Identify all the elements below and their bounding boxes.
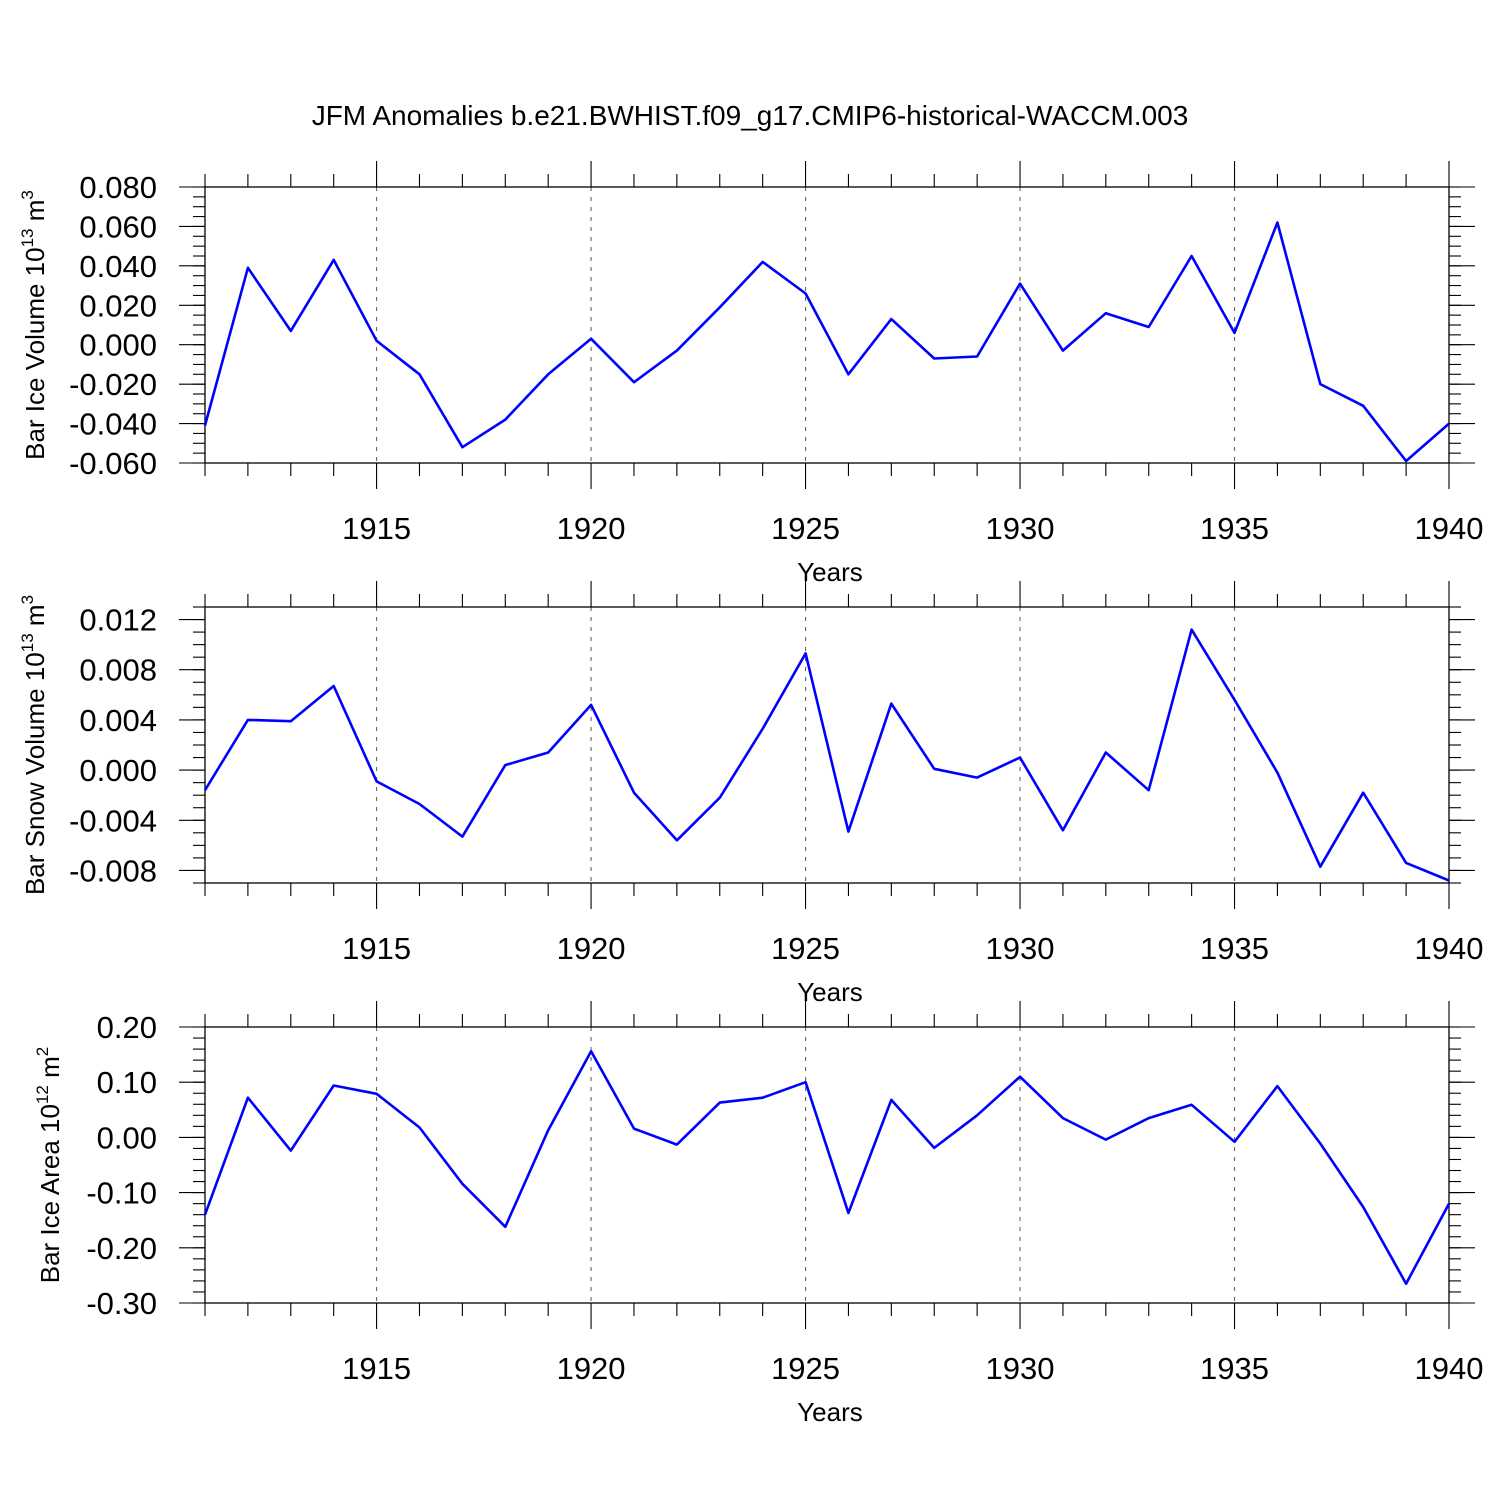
x-tick-label: 1915 <box>342 511 411 546</box>
y-tick-label: 0.012 <box>79 603 157 638</box>
y-tick-label: 0.004 <box>79 703 157 738</box>
panel-ice-volume: 1915 1920 1925 1930 1935 1940 Years 0.080 0.060 0… <box>18 161 1483 587</box>
x-tick-label: 1915 <box>342 931 411 966</box>
x-tick-label: 1920 <box>557 511 626 546</box>
y-tick-label: -0.004 <box>69 803 157 838</box>
y-tick-label: 0.040 <box>79 249 157 284</box>
y-axis-label: Bar Ice Area 1012 m2 <box>33 1047 65 1284</box>
x-tick-label: 1935 <box>1200 511 1269 546</box>
x-tick-label: 1925 <box>771 511 840 546</box>
plot-frame <box>204 186 1450 464</box>
y-tick-label: -0.20 <box>86 1231 157 1266</box>
y-tick-label: -0.060 <box>69 446 157 481</box>
y-tick-label: -0.020 <box>69 367 157 402</box>
panel-ice-area: 1915 1920 1925 1930 1935 1940 Years 0.20 0.10 0.0… <box>33 1001 1483 1427</box>
x-tick-label: 1940 <box>1415 931 1484 966</box>
plot-frame <box>204 1026 1450 1304</box>
panel-snow-volume: 1915 1920 1925 1930 1935 1940 Years 0.012 0.008 0… <box>18 581 1483 1007</box>
y-tick-label: 0.008 <box>79 653 157 688</box>
y-tick-label: 0.10 <box>97 1065 157 1100</box>
x-tick-label: 1920 <box>557 1351 626 1386</box>
x-tick-label: 1940 <box>1415 511 1484 546</box>
y-tick-label: 0.000 <box>79 328 157 363</box>
figure-title: JFM Anomalies b.e21.BWHIST.f09_g17.CMIP6… <box>312 100 1189 131</box>
x-tick-label: 1930 <box>986 1351 1055 1386</box>
y-tick-label: -0.040 <box>69 407 157 442</box>
y-tick-label: -0.008 <box>69 853 157 888</box>
x-axis-label: Years <box>797 1397 863 1427</box>
y-tick-label: 0.20 <box>97 1010 157 1045</box>
y-tick-label: 0.080 <box>79 170 157 205</box>
x-tick-label: 1925 <box>771 931 840 966</box>
x-tick-label: 1925 <box>771 1351 840 1386</box>
y-tick-label: 0.000 <box>79 753 157 788</box>
y-tick-label: 0.00 <box>97 1120 157 1155</box>
y-axis-label: Bar Ice Volume 1013 m3 <box>18 190 50 460</box>
series-line <box>203 1050 1451 1285</box>
x-tick-label: 1915 <box>342 1351 411 1386</box>
y-tick-label: 0.060 <box>79 209 157 244</box>
x-axis-label: Years <box>797 977 863 1007</box>
y-tick-label: 0.020 <box>79 288 157 323</box>
series-line <box>203 628 1450 882</box>
x-tick-label: 1930 <box>986 931 1055 966</box>
x-tick-label: 1940 <box>1415 1351 1484 1386</box>
x-tick-label: 1935 <box>1200 1351 1269 1386</box>
y-tick-label: -0.10 <box>86 1176 157 1211</box>
x-tick-label: 1920 <box>557 931 626 966</box>
y-axis-label: Bar Snow Volume 1013 m3 <box>18 595 50 895</box>
x-tick-label: 1935 <box>1200 931 1269 966</box>
series-line <box>203 221 1450 463</box>
x-axis-label: Years <box>797 557 863 587</box>
y-tick-label: -0.30 <box>86 1286 157 1321</box>
x-tick-label: 1930 <box>986 511 1055 546</box>
